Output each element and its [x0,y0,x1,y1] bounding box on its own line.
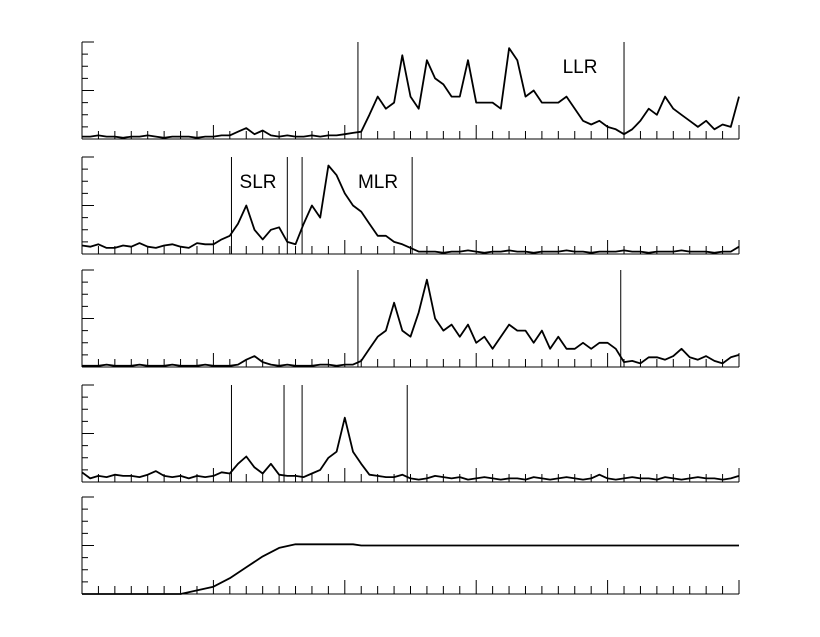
trace [82,543,739,595]
annotation: SLR [240,172,277,193]
trace [82,47,740,139]
annotation: MLR [358,172,398,193]
trace [82,278,740,367]
trace [81,164,740,254]
trace [81,416,740,481]
annotation: LLR [563,57,598,78]
